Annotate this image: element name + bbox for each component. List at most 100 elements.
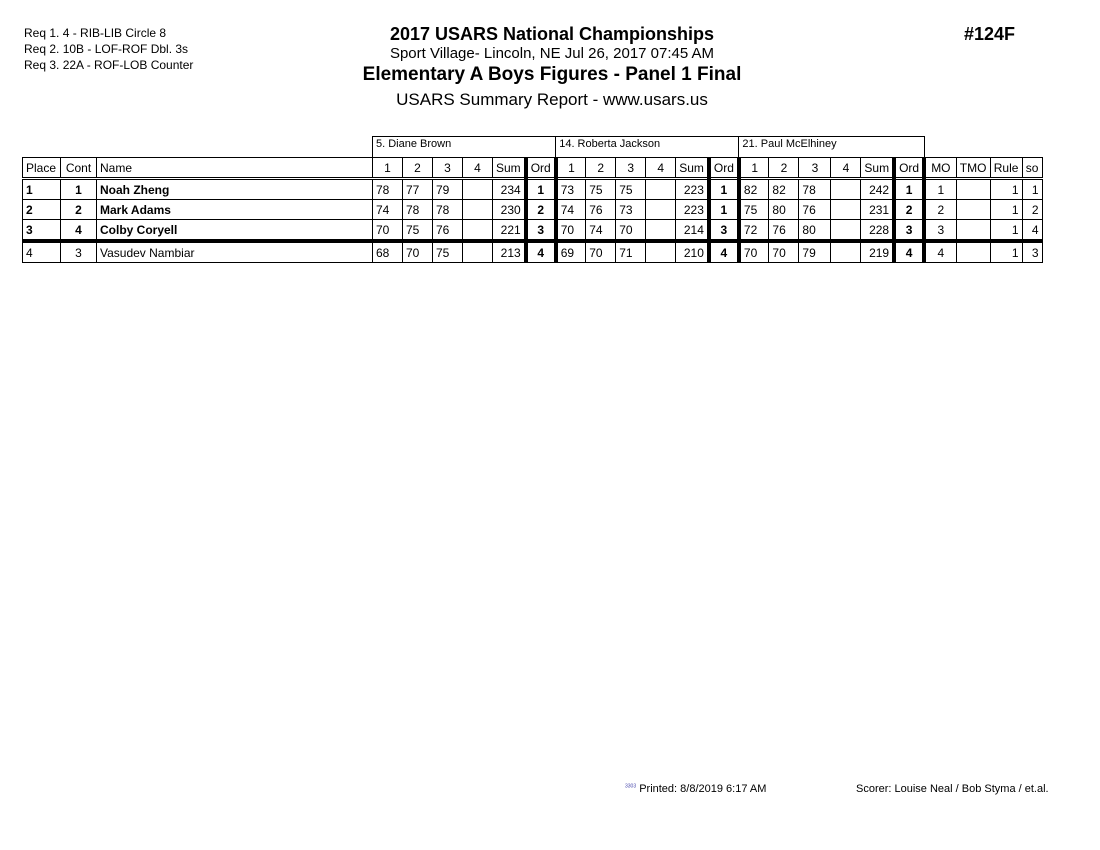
table-row: 4 3 Vasudev Nambiar 68 70 75 213 4 69 70 71 210 4 70 7…: [22, 240, 1043, 263]
score: 79: [798, 240, 832, 263]
sum: 210: [675, 240, 710, 263]
sum: 231: [860, 199, 895, 220]
score: 70: [402, 240, 433, 263]
rule: 1: [989, 240, 1023, 263]
score: 76: [768, 219, 800, 243]
score: 75: [736, 199, 770, 220]
score: 71: [615, 240, 647, 263]
score: 74: [372, 199, 403, 220]
score: 80: [768, 199, 800, 220]
table-row: 2 2 Mark Adams 74 78 78 230 2 74 76 73 223 1 75 80 76 23…: [22, 199, 1043, 220]
header-score: 1: [736, 157, 770, 180]
score: 70: [615, 219, 647, 243]
score: 75: [402, 219, 433, 243]
header-score: 2: [402, 157, 433, 180]
sum: 219: [860, 240, 895, 263]
judge-name: 21. Paul McElhiney: [738, 136, 925, 158]
score: [645, 219, 677, 243]
header-score: 1: [372, 157, 403, 180]
score: [645, 240, 677, 263]
sum: 230: [491, 199, 527, 220]
requirements-list: Req 1. 4 - RIB-LIB Circle 8 Req 2. 10B -…: [24, 25, 193, 73]
report-subtitle: USARS Summary Report - www.usars.us: [396, 90, 708, 109]
printed-date: Printed: 8/8/2019 6:17 AM: [639, 783, 767, 795]
score: 75: [615, 178, 647, 200]
score: [645, 199, 677, 220]
results-table: 5. Diane Brown 14. Roberta Jackson 21. Pau…: [22, 136, 1043, 263]
header-mo: MO: [922, 157, 957, 180]
sum: 234: [491, 178, 527, 200]
score: 75: [585, 178, 617, 200]
sum: 221: [491, 219, 527, 243]
tmo: [955, 178, 991, 200]
score: 70: [553, 219, 587, 243]
score: 78: [402, 199, 433, 220]
requirement: Req 3. 22A - ROF-LOB Counter: [24, 58, 194, 72]
score: 70: [585, 240, 617, 263]
contestant-number: 4: [60, 219, 97, 243]
score: 80: [798, 219, 832, 243]
so: 4: [1021, 219, 1043, 243]
sum: 213: [491, 240, 527, 263]
ordinal: 4: [892, 240, 925, 263]
skater-name: Colby Coryell: [96, 219, 373, 243]
spacer: [924, 137, 1042, 158]
header-score: 2: [768, 157, 800, 180]
ordinal: 1: [706, 178, 740, 200]
header-score: 4: [645, 157, 677, 180]
ordinal: 3: [892, 219, 925, 243]
score: 74: [585, 219, 617, 243]
score: 77: [402, 178, 433, 200]
ordinal: 2: [892, 199, 925, 220]
sum: 242: [860, 178, 895, 200]
header-score: 3: [615, 157, 647, 180]
judge-name: 5. Diane Brown: [371, 136, 557, 158]
ordinal: 4: [706, 240, 740, 263]
tmo: [955, 240, 991, 263]
score: 79: [432, 178, 463, 200]
contestant-number: 2: [60, 199, 97, 220]
header-ord: Ord: [892, 157, 925, 180]
score: 82: [736, 178, 770, 200]
score: 78: [372, 178, 403, 200]
table-row: 3 4 Colby Coryell 70 75 76 221 3 70 74 70 214 3 72 76 8…: [22, 219, 1043, 243]
score: 75: [432, 240, 463, 263]
table-row: 1 1 Noah Zheng 78 77 79 234 1 73 75 75 223 1 82 82 78 24…: [22, 178, 1043, 200]
column-header-row: Place Cont Name 1 2 3 4 Sum Ord 1 2 3 4 Sum Ord 1 2 3 4 Sum…: [22, 157, 1043, 180]
header-score: 1: [553, 157, 587, 180]
score: [830, 199, 862, 220]
header-sum: Sum: [675, 157, 710, 180]
score: [830, 219, 862, 243]
score: 76: [585, 199, 617, 220]
mo: 3: [922, 219, 957, 243]
score: 73: [553, 178, 587, 200]
ordinal: 3: [523, 219, 557, 243]
score: 69: [553, 240, 587, 263]
score: 74: [553, 199, 587, 220]
header-score: 3: [432, 157, 463, 180]
score: 70: [768, 240, 800, 263]
place: 4: [22, 240, 61, 263]
score: 82: [768, 178, 800, 200]
place: 3: [22, 219, 61, 243]
report-title: 2017 USARS National Championships: [389, 24, 715, 44]
score: 73: [615, 199, 647, 220]
mo: 2: [922, 199, 957, 220]
score: 78: [798, 178, 832, 200]
header-score: 3: [798, 157, 832, 180]
report-code: 3303: [625, 783, 637, 790]
so: 2: [1021, 199, 1043, 220]
ordinal: 3: [706, 219, 740, 243]
event-title: Elementary A Boys Figures - Panel 1 Fina…: [362, 64, 742, 85]
score: 68: [372, 240, 403, 263]
place: 1: [22, 178, 61, 200]
mo: 1: [922, 178, 957, 200]
header-ord: Ord: [706, 157, 740, 180]
score: 72: [736, 219, 770, 243]
judge-header-row: 5. Diane Brown 14. Roberta Jackson 21. Pau…: [23, 136, 1043, 158]
header-name: Name: [96, 157, 373, 180]
header-score: 4: [462, 157, 493, 180]
sum: 214: [675, 219, 710, 243]
score: [462, 240, 493, 263]
